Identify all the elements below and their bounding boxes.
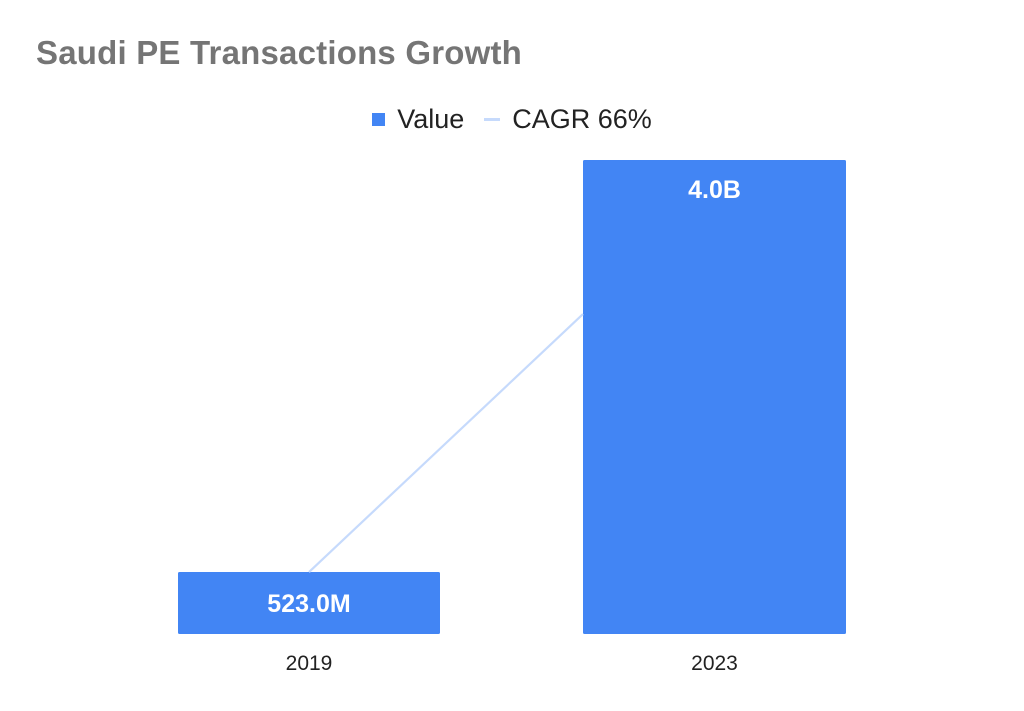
legend-item-value: Value [372, 104, 464, 135]
x-tick-label-2023: 2023 [691, 652, 738, 675]
legend: Value CAGR 66% [0, 102, 1024, 136]
bar-2023 [583, 160, 846, 634]
bar-2019 [178, 572, 440, 634]
legend-swatch-cagr [484, 117, 501, 121]
data-label-2023: 4.0B [688, 176, 741, 204]
legend-item-cagr: CAGR 66% [484, 104, 652, 135]
data-label-2019: 523.0M [267, 590, 350, 618]
chart-title: Saudi PE Transactions Growth [36, 34, 523, 71]
x-tick-label-2019: 2019 [286, 652, 333, 675]
legend-label-cagr: CAGR 66% [512, 103, 652, 134]
legend-swatch-value [372, 112, 386, 126]
cagr-line [308, 313, 584, 573]
legend-label-value: Value [397, 103, 465, 134]
